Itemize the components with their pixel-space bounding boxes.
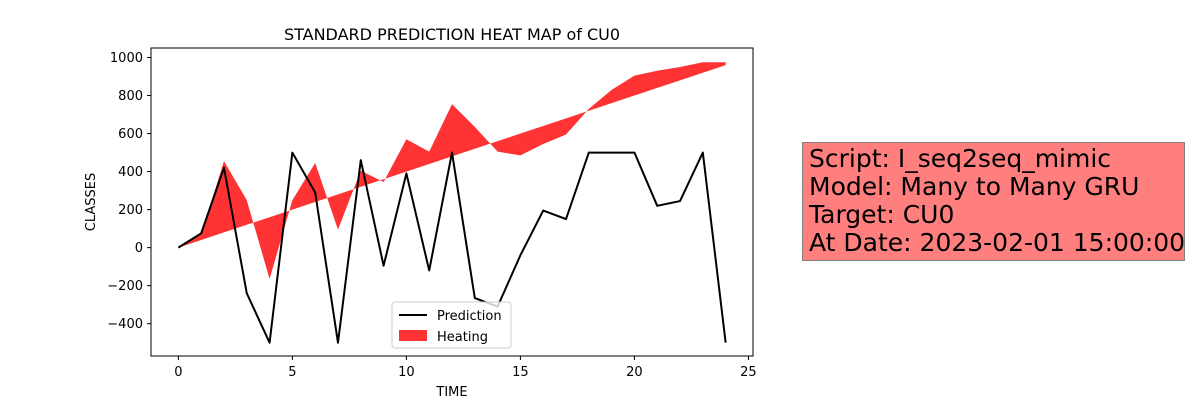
legend-prediction-label: Prediction [437,309,502,324]
x-tick-label: 25 [740,365,757,380]
y-tick-label: 0 [135,241,143,256]
plot-area [177,62,727,344]
y-tick-label: 200 [118,203,143,218]
y-tick-label: 600 [118,127,143,142]
y-axis-title: CLASSES [84,173,99,231]
legend: Prediction Heating [391,301,512,349]
info-line-target: Target: CU0 [809,200,955,229]
legend-heating-label: Heating [437,330,488,345]
y-axis: −400 −200 0 200 400 600 800 1000 [107,51,151,332]
info-line-date: At Date: 2023-02-01 15:00:00 [809,228,1185,257]
y-tick-label: −200 [107,279,143,294]
info-box: Script: I_seq2seq_mimic Model: Many to M… [802,142,1185,261]
x-tick-label: 0 [174,365,182,380]
x-tick-label: 10 [398,365,415,380]
info-line-model: Model: Many to Many GRU [809,172,1140,201]
legend-heating-swatch [399,330,427,341]
info-line-script: Script: I_seq2seq_mimic [809,144,1112,173]
heating-area [178,62,726,280]
y-tick-label: 400 [118,165,143,180]
plot-frame [150,47,754,357]
x-tick-label: 15 [512,365,529,380]
y-tick-label: −400 [107,317,143,332]
chart-title: STANDARD PREDICTION HEAT MAP of CU0 [284,25,620,44]
x-tick-label: 20 [626,365,643,380]
prediction-line [177,151,727,344]
y-tick-label: 800 [118,89,143,104]
y-tick-label: 1000 [110,51,143,66]
x-axis-title: TIME [435,385,467,400]
x-tick-label: 5 [288,365,296,380]
x-axis: 0 5 10 15 20 25 [174,356,757,380]
